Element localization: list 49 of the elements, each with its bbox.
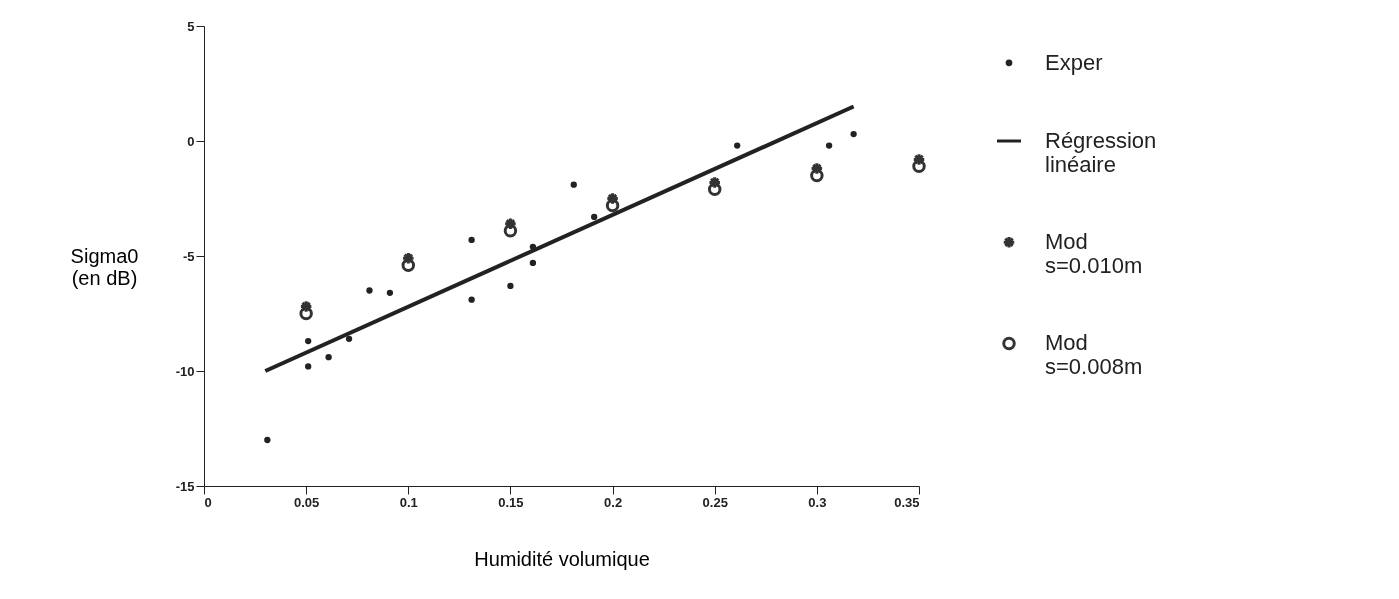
point: [810, 168, 824, 183]
x-tick-label: 0.25: [702, 494, 728, 510]
point: [810, 161, 824, 176]
x-tick-label: 0.05: [293, 494, 320, 510]
point: [825, 142, 833, 149]
point: [591, 213, 598, 221]
point: [912, 159, 926, 174]
point: [366, 287, 373, 294]
y-tick-label: -5: [182, 248, 195, 264]
point: [912, 152, 926, 167]
point: [734, 142, 741, 149]
point: [299, 306, 313, 321]
point: [305, 337, 312, 345]
legend-label: Mod s=0.010m: [1045, 229, 1143, 279]
point: [468, 296, 475, 303]
point: [305, 363, 312, 370]
point: [401, 258, 416, 272]
x-tick-label: 0.35: [894, 494, 920, 510]
point: [850, 130, 857, 138]
x-tick-label: 0.1: [399, 494, 418, 510]
point: [605, 198, 620, 213]
y-tick-label: -10: [175, 363, 195, 379]
x-axis-title: Humidité volumique: [474, 547, 650, 570]
point: [707, 175, 722, 190]
y-tick-label: 5: [187, 18, 195, 34]
point: [468, 236, 475, 244]
point: [529, 259, 537, 267]
point: [503, 217, 518, 231]
legend-label: Exper: [1045, 49, 1103, 75]
x-tick-label: 0.3: [808, 494, 827, 510]
y-tick-label: -15: [175, 478, 195, 494]
x-tick-label: 0.15: [498, 494, 524, 510]
point: [707, 182, 722, 197]
x-tick-label: 0: [204, 494, 212, 510]
point: [503, 223, 518, 238]
point: [507, 282, 514, 290]
point: [299, 299, 313, 314]
point: [605, 191, 620, 206]
y-axis-title: Sigma0 (en dB): [70, 244, 139, 289]
point: [325, 354, 332, 361]
legend-label: Régression linéaire: [1045, 128, 1157, 177]
x-tick-label: 0.2: [604, 494, 623, 510]
legend-label: Mod s=0.008m: [1045, 330, 1143, 380]
y-tick-label: 0: [187, 133, 195, 149]
point: [345, 335, 353, 342]
point: [386, 289, 394, 296]
point: [264, 436, 271, 444]
point: [401, 251, 416, 266]
point: [570, 181, 577, 188]
